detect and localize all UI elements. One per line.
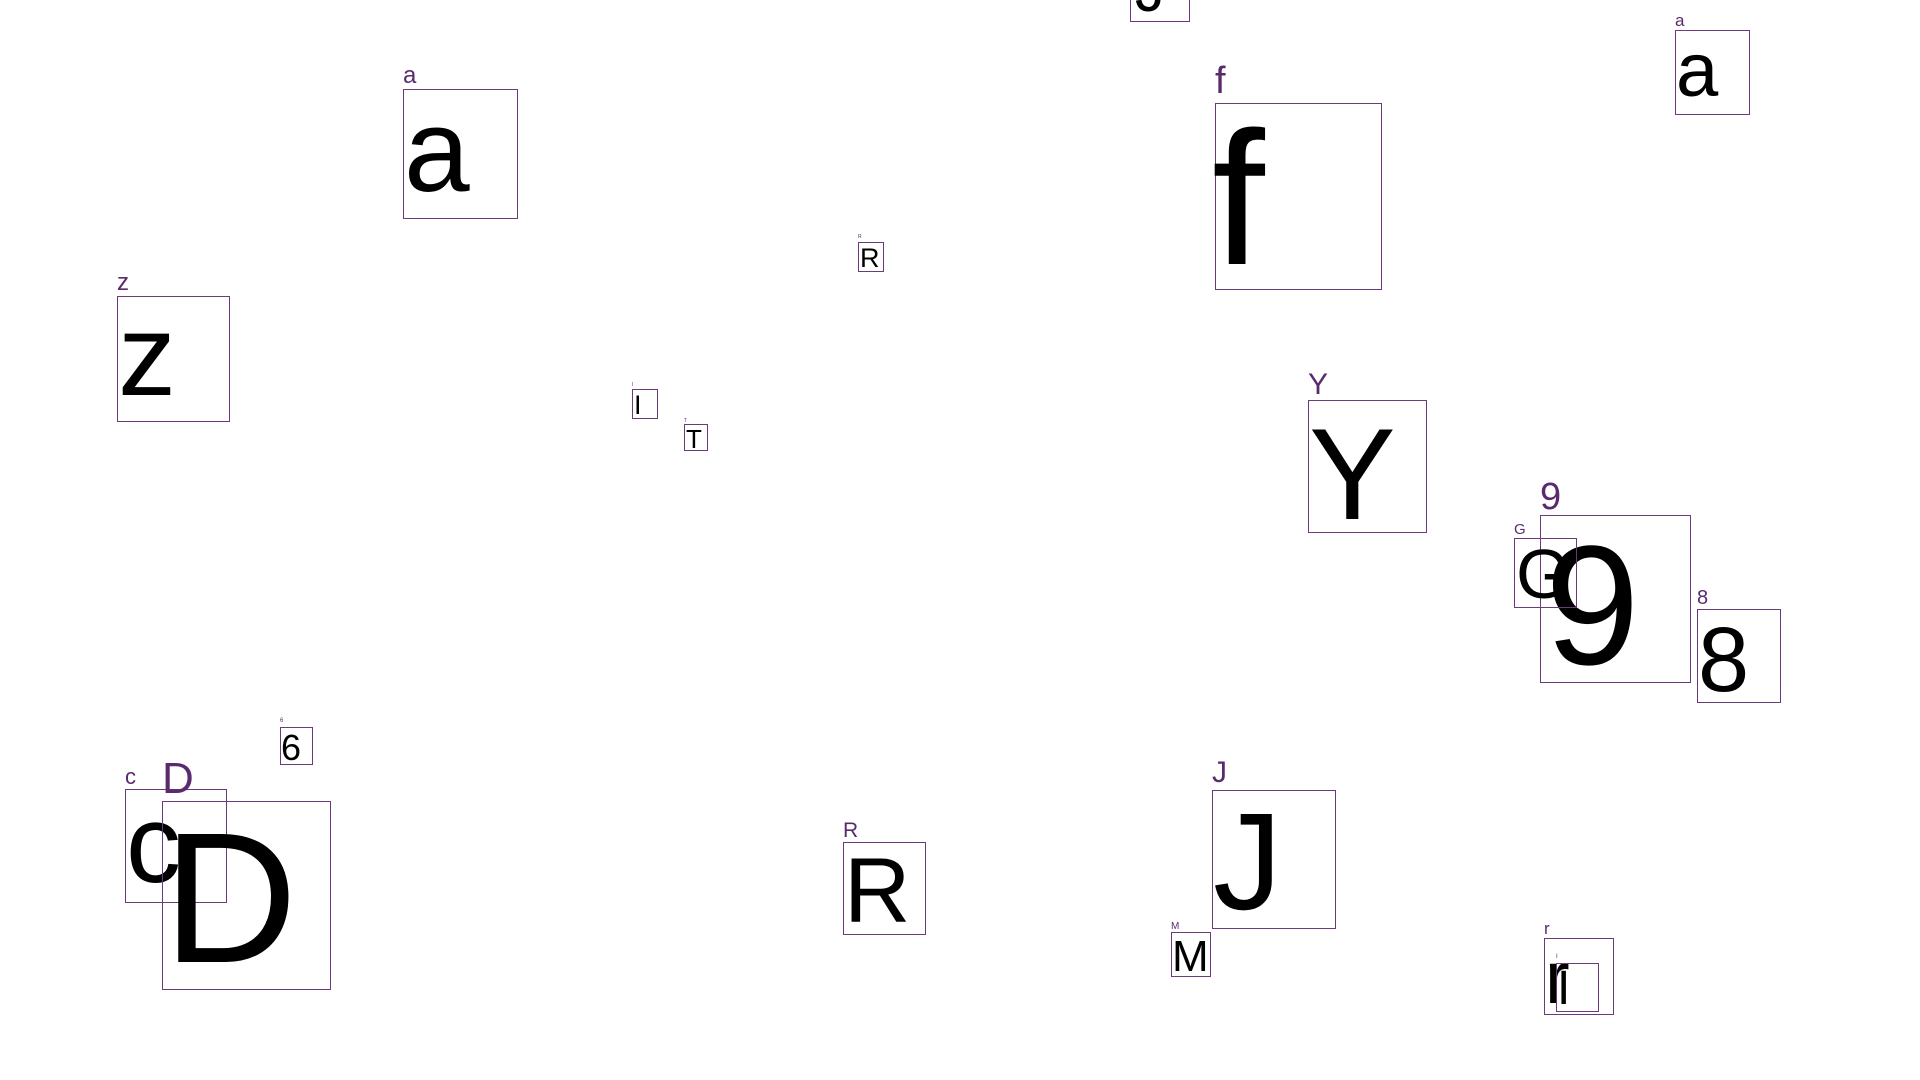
glyph-box: J: [1130, 0, 1190, 22]
glyph-char: R: [860, 243, 880, 273]
glyph-tag: I: [1556, 954, 1558, 960]
glyph-char: r: [1545, 936, 1570, 1019]
glyph-tag: r: [1544, 919, 1550, 938]
glyph-char: a: [404, 85, 470, 217]
glyph-box: Y: [1308, 400, 1427, 539]
glyph-tag: f: [1215, 60, 1226, 102]
glyph-tag: 8: [1697, 587, 1709, 609]
glyph-char: M: [1172, 932, 1209, 981]
glyph-box: 9: [1540, 515, 1691, 691]
glyph-tag: T: [684, 418, 688, 424]
glyph-box: I: [632, 389, 658, 419]
glyph-char: Y: [1309, 401, 1396, 547]
glyph-box: I: [1556, 962, 1599, 1015]
glyph-char: T: [686, 424, 702, 454]
glyph-box: 6: [280, 727, 313, 768]
glyph-box: R: [858, 242, 884, 272]
glyph-box: G: [1514, 535, 1577, 613]
glyph-tag: R: [843, 819, 859, 842]
glyph-char: c: [126, 783, 181, 906]
glyph-tag: 9: [1540, 476, 1562, 518]
glyph-tag: a: [1675, 11, 1685, 30]
glyph-box: T: [684, 424, 708, 454]
glyph-tag: z: [117, 269, 129, 296]
glyph-tag: 6: [280, 718, 284, 724]
glyph-box: r: [1544, 938, 1614, 1015]
glyph-box: c: [125, 789, 227, 903]
glyph-tag: R: [858, 234, 862, 240]
glyph-box: D: [162, 795, 331, 1002]
glyph-tag: c: [125, 764, 136, 789]
glyph-box: f: [1212, 103, 1382, 294]
glyph-box: 8: [1697, 609, 1781, 711]
glyph-tag: Y: [1308, 368, 1329, 401]
glyph-char: D: [163, 795, 298, 1002]
glyph-char: R: [844, 840, 911, 942]
glyph-tag: D: [162, 754, 194, 803]
glyph-char: G: [1516, 535, 1571, 613]
glyph-box: a: [1675, 30, 1750, 115]
glyph-tag: G: [1514, 521, 1526, 538]
glyph-char: I: [1557, 962, 1571, 1015]
glyph-tag: a: [403, 62, 417, 89]
glyph-box: a: [403, 89, 518, 219]
glyph-tag: J: [1212, 756, 1227, 789]
glyph-char: J: [1135, 0, 1165, 21]
glyph-char: f: [1212, 93, 1265, 305]
glyph-char: J: [1213, 785, 1282, 939]
glyph-tag: I: [632, 382, 634, 388]
glyph-box: J: [1212, 785, 1336, 939]
glyph-tag: M: [1171, 921, 1180, 932]
glyph-char: z: [118, 290, 176, 420]
glyph-char: I: [634, 390, 642, 420]
glyph-box: z: [117, 296, 230, 422]
glyph-char: 9: [1545, 511, 1640, 701]
glyph-box: M: [1171, 932, 1211, 981]
glyph-char: 6: [281, 727, 302, 768]
glyph-char: a: [1676, 28, 1719, 113]
glyph-char: 8: [1698, 609, 1750, 711]
glyph-box: R: [843, 840, 926, 942]
